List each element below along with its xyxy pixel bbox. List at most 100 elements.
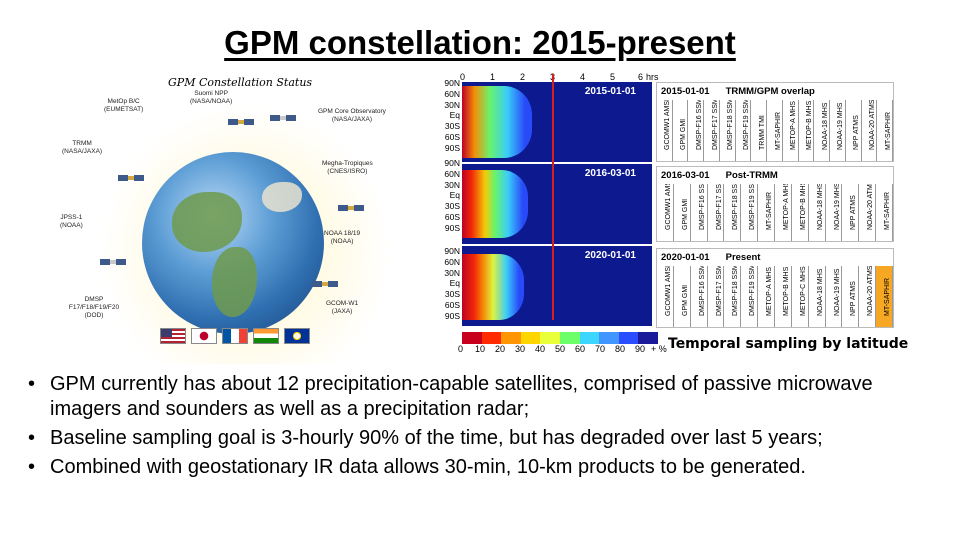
us-flag-icon <box>160 328 186 344</box>
satellite-icon <box>312 281 338 287</box>
satellite-name: METOP-B MHS <box>805 100 813 150</box>
sat-label-trmm: TRMM (NASA/JAXA) <box>62 140 103 155</box>
table-columns: GCOMW1 AMSR2 GPM GMI DMSP-F16 SSMIS DMSP-F1… <box>657 100 894 161</box>
colorbar-swatch <box>579 332 600 344</box>
satellite-name: MT-SAPHIR <box>884 191 892 230</box>
table-column: DMSP-F19 SSMIS <box>741 266 759 327</box>
eu-flag-icon <box>284 328 310 344</box>
table-column: GCOMW1 AMSR2 <box>657 100 673 161</box>
bullet-item: Combined with geostationary IR data allo… <box>28 455 948 480</box>
satellite-name: NOAA-19 MHS <box>833 184 841 230</box>
bullet-list: GPM currently has about 12 precipitation… <box>28 372 948 484</box>
table-column: DMSP-F18 SSMIS <box>720 100 736 161</box>
satellite-name: METOP-A MHS <box>790 101 798 150</box>
latitude-axis-1: 90N 60N 30N Eq 30S 60S 90S <box>444 78 460 153</box>
satellite-name: GPM GMI <box>681 284 689 316</box>
table-column: NOAA-18 MHS <box>809 184 826 241</box>
table-column: METOP-C MHS <box>792 266 809 327</box>
satellite-icon <box>118 175 144 181</box>
figure-caption: Temporal sampling by latitude <box>668 336 909 352</box>
satellite-name: NOAA-20 ATMS <box>867 184 875 230</box>
table-columns: GCOMW1 AMSR2 GPM GMI DMSP-F16 SSMIS DMSP-F1… <box>657 266 894 327</box>
satellite-name: METOP-B MHS <box>799 184 807 230</box>
satellite-icon <box>100 259 126 265</box>
bullet-item: GPM currently has about 12 precipitation… <box>28 372 948 422</box>
sat-label-metop: MetOp B/C (EUMETSAT) <box>104 98 144 113</box>
table-column: METOP-B MHS <box>775 266 792 327</box>
satellite-name: NOAA-19 MHS <box>833 268 841 316</box>
satellite-name: DMSP-F16 SSMIS <box>698 266 706 316</box>
colorbar-swatch <box>481 332 502 344</box>
sat-label-dmsp: DMSP F17/F18/F19/F20 (DOD) <box>68 296 120 319</box>
satellite-name: NPP ATMS <box>850 281 858 316</box>
heatmap-date: 2020-01-01 <box>584 250 636 261</box>
satellite-name: DMSP-F18 SSMIS <box>727 100 735 150</box>
satellite-name: DMSP-F18 SSMIS <box>732 266 740 316</box>
table-column: DMSP-F17 SSMIS <box>708 266 725 327</box>
satellite-name: NOAA-18 MHS <box>816 184 824 230</box>
colorbar-swatch <box>501 332 521 344</box>
table-column: DMSP-F19 SSMIS <box>736 100 752 161</box>
table-column: MT-SAPHIR <box>877 100 894 161</box>
satellite-name: MT-SAPHIR <box>884 111 892 150</box>
satellite-table-1: 2015-01-01 TRMM/GPM overlap GCOMW1 AMSR2 G… <box>656 82 894 162</box>
sat-label-gpm-core: GPM Core Observatory (NASA/JAXA) <box>318 108 386 123</box>
slide-title: GPM constellation: 2015-present <box>224 24 736 61</box>
table-column: DMSP-F17 SSMIS <box>704 100 720 161</box>
satellite-name: GCOMW1 AMSR2 <box>664 100 672 150</box>
satellite-name: NOAA-20 ATMS <box>868 100 876 150</box>
satellite-name: NOAA-20 ATMS <box>867 266 875 316</box>
table-column: METOP-A MHS <box>783 100 799 161</box>
table-column: MT-SAPHIR <box>876 184 894 241</box>
japan-flag-icon <box>191 328 217 344</box>
table-column: DMSP-F17 SSMIS <box>708 184 725 241</box>
heatmap-date: 2016-03-01 <box>584 168 636 179</box>
colorbar-swatch <box>462 332 482 344</box>
agency-flags <box>160 328 310 344</box>
colorbar <box>462 332 658 344</box>
heatmap-panel-2: 2016-03-01 <box>462 164 652 244</box>
table-column: DMSP-F16 SSMIS <box>691 184 708 241</box>
colorbar-swatch <box>618 332 639 344</box>
colorbar-swatch <box>638 332 658 344</box>
satellite-name: MT-SAPHIR <box>774 111 782 150</box>
sat-label-noaa: NOAA 18/19 (NOAA) <box>324 230 361 245</box>
satellite-name: DMSP-F18 SSMIS <box>732 184 740 230</box>
table-column: MT-SAPHIR <box>767 100 783 161</box>
satellite-icon <box>270 115 296 121</box>
table-column: MT-SAPHIR <box>758 184 776 241</box>
satellite-name: DMSP-F17 SSMIS <box>715 184 723 230</box>
satellite-name: METOP-C MHS <box>799 266 807 316</box>
table-column: METOP-B MHS <box>799 100 815 161</box>
satellite-name: METOP-A MHS <box>782 184 790 230</box>
satellite-name: NOAA-18 MHS <box>816 268 824 316</box>
table-column: METOP-A MHS <box>758 266 776 327</box>
table-column: METOP-B MHS <box>792 184 809 241</box>
satellite-name: MT-SAPHIR <box>884 277 892 316</box>
table-column: NOAA-20 ATMS <box>862 100 878 161</box>
table-column: NOAA-18 MHS <box>814 100 831 161</box>
table-column: DMSP-F16 SSMIS <box>691 266 708 327</box>
table-column: NPP ATMS <box>842 266 860 327</box>
table-column: NOAA-19 MHS <box>826 266 843 327</box>
earth-globe <box>142 152 324 334</box>
constellation-title: GPM Constellation Status <box>168 76 313 89</box>
table-column: DMSP-F18 SSMIS <box>724 184 742 241</box>
satellite-table-3: 2020-01-01 Present GCOMW1 AMSR2 GPM GMI DMS… <box>656 248 894 328</box>
table-column: GPM GMI <box>674 266 691 327</box>
satellite-name: METOP-A MHS <box>766 267 774 316</box>
table-column: GPM GMI <box>673 100 689 161</box>
satellite-name: NOAA-19 MHS <box>837 102 845 150</box>
satellite-name: NOAA-18 MHS <box>821 102 829 150</box>
satellite-icon <box>228 119 254 125</box>
satellite-name: NPP ATMS <box>853 115 861 150</box>
table-column: MT-SAPHIR <box>876 266 894 327</box>
satellite-name: DMSP-F19 SSMIS <box>749 184 757 230</box>
constellation-figure: GPM Constellation Status Suomi NPP (NASA/… <box>60 74 400 364</box>
table-columns: GCOMW1 AMSR2 GPM GMI DMSP-F16 SSMIS DMSP-F1… <box>657 184 894 241</box>
table-column: NPP ATMS <box>842 184 860 241</box>
latitude-axis-2: 90N 60N 30N Eq 30S 60S 90S <box>444 158 460 233</box>
satellite-name: DMSP-F17 SSMIS <box>715 266 723 316</box>
satellite-name: MT-SAPHIR <box>766 191 774 230</box>
